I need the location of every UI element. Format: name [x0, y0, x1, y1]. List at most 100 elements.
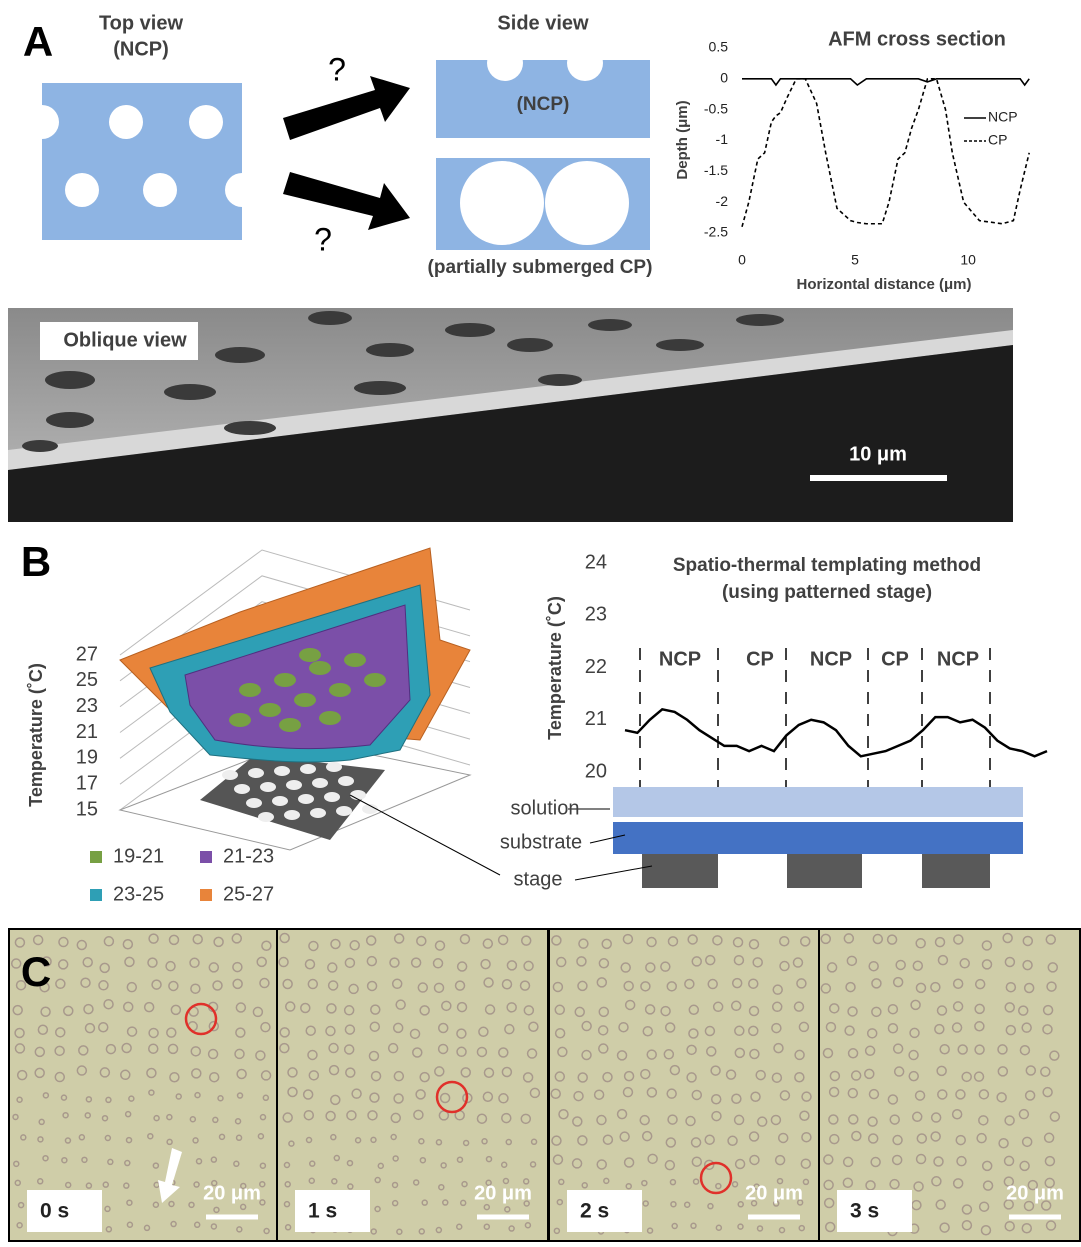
image-label: Oblique view [63, 329, 187, 351]
stage-hole [312, 778, 328, 788]
y-tick-label: 20 [585, 760, 607, 782]
layer-label: solution [511, 797, 580, 819]
time-label: 0 s [40, 1200, 69, 1223]
z-tick-label: 15 [76, 798, 98, 820]
stage-block [642, 854, 718, 888]
pore [354, 381, 406, 395]
pore [224, 421, 276, 435]
stage-hole [258, 812, 274, 822]
surface-chart: Temperature (˚C) 1517192123252719-2121-2… [26, 548, 470, 905]
pore [215, 347, 265, 363]
surface-spot [274, 673, 296, 687]
pore [588, 319, 632, 331]
side-view-title: Side view [497, 12, 589, 34]
stage-hole [350, 790, 366, 800]
surface-spot [364, 673, 386, 687]
scale-bar-label: 20 μm [1006, 1182, 1064, 1204]
panel-label: B [21, 538, 51, 585]
stage-hole [234, 784, 250, 794]
surface-spot [279, 718, 301, 732]
pore [25, 105, 59, 139]
stage-hole [310, 808, 326, 818]
pore [507, 338, 553, 352]
y-tick-label: 22 [585, 656, 607, 678]
stage-hole [300, 764, 316, 774]
time-label: 3 s [850, 1200, 879, 1223]
stage-hole [286, 780, 302, 790]
pore [567, 45, 603, 81]
stage-block [922, 854, 990, 888]
stage-hole [324, 792, 340, 802]
time-label: 2 s [580, 1200, 609, 1223]
solution-layer [613, 787, 1023, 817]
x-tick-label: 5 [851, 252, 859, 268]
region-label: NCP [659, 648, 701, 670]
x-tick-label: 0 [738, 252, 746, 268]
y-tick-label: 23 [585, 604, 607, 626]
region-label: NCP [937, 648, 979, 670]
side-view-label: (partially submerged CP) [428, 257, 653, 278]
pore [45, 371, 95, 389]
surface-spot [319, 711, 341, 725]
stage-hole [222, 770, 238, 780]
y-axis-label: Temperature (˚C) [545, 596, 565, 740]
y-tick-label: -0.5 [704, 100, 728, 116]
y-tick-label: 24 [585, 551, 607, 573]
time-label: 1 s [308, 1200, 337, 1223]
chart-title: AFM cross section [828, 28, 1006, 50]
y-tick-label: -1.5 [704, 162, 728, 178]
y-tick-label: -2.5 [704, 224, 728, 240]
pore [366, 343, 414, 357]
top-view-title: Top view [99, 12, 184, 34]
stage-hole [274, 766, 290, 776]
question-mark: ? [314, 221, 332, 257]
side-view-label: (NCP) [517, 94, 570, 115]
stage-hole [336, 806, 352, 816]
legend-label: CP [988, 132, 1007, 148]
stage-diagram: solution substrate stage [350, 787, 1023, 890]
x-axis-label: Horizontal distance (μm) [796, 276, 971, 293]
stage-hole [248, 768, 264, 778]
pore [656, 339, 704, 351]
pore [46, 412, 94, 428]
top-view-diagram [25, 83, 259, 240]
surface-spot [329, 683, 351, 697]
panel-label: A [23, 18, 53, 65]
y-tick-label: 0.5 [709, 39, 729, 55]
region-label: NCP [810, 648, 852, 670]
afm-chart: AFM cross section Horizontal distance (μ… [674, 28, 1029, 293]
data-line [742, 79, 1029, 227]
pore [189, 105, 223, 139]
legend-label: NCP [988, 109, 1018, 125]
z-axis-label: Temperature (˚C) [26, 663, 46, 807]
stage-block [787, 854, 862, 888]
layer-label: stage [514, 868, 563, 890]
chart-subtitle: (using patterned stage) [722, 582, 932, 603]
surface-spot [239, 683, 261, 697]
pore [460, 161, 544, 245]
y-tick-label: 0 [720, 70, 728, 86]
page: body { margin: 0; width: 1081px; height:… [0, 0, 1081, 1242]
z-tick-label: 25 [76, 669, 98, 691]
z-tick-label: 19 [76, 747, 98, 769]
stage-hole [272, 796, 288, 806]
stage-hole [326, 762, 342, 772]
y-tick-label: -1 [716, 131, 729, 147]
pore [445, 323, 495, 337]
pore [487, 45, 523, 81]
legend-label: 25-27 [223, 883, 274, 905]
arrow [283, 76, 410, 140]
pore [736, 314, 784, 326]
stage-hole [246, 798, 262, 808]
y-tick-label: 21 [585, 708, 607, 730]
legend-label: 19-21 [113, 845, 164, 867]
panel-label: C [21, 948, 51, 995]
pore [545, 161, 629, 245]
layer-label: substrate [500, 831, 582, 853]
pore [22, 440, 58, 452]
substrate-layer [613, 822, 1023, 854]
chart-title: Spatio-thermal templating method [673, 555, 981, 576]
z-tick-label: 27 [76, 643, 98, 665]
leader-line [575, 866, 652, 880]
top-view-subtitle: (NCP) [113, 38, 169, 60]
